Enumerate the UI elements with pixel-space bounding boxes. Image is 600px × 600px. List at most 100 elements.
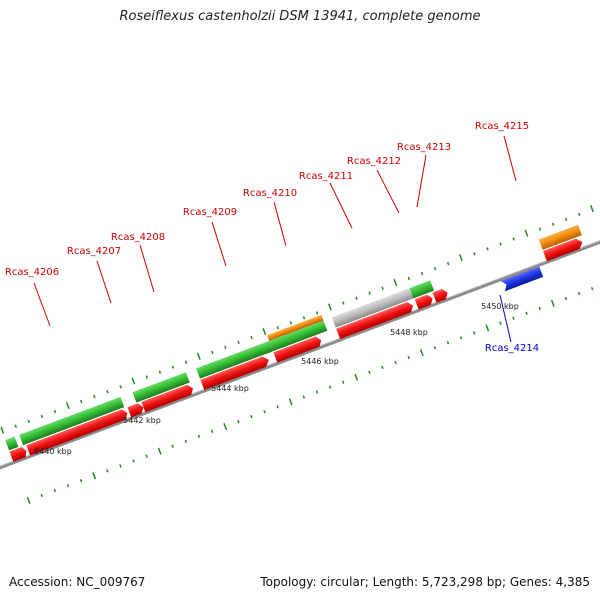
scale-label: 5450 kbp <box>481 302 519 311</box>
scale-tick <box>499 242 502 246</box>
scale-tick <box>132 459 135 463</box>
scale-tick <box>564 217 568 222</box>
scale-tick <box>92 472 97 480</box>
gene-label: Rcas_4211 <box>299 171 353 182</box>
scale-tick <box>525 311 528 315</box>
scale-tick <box>223 422 228 431</box>
scale-tick <box>538 227 542 231</box>
scale-tick <box>65 402 70 410</box>
gene-block-gray <box>331 288 414 328</box>
scale-tick <box>551 222 555 226</box>
scale-tick <box>368 370 371 375</box>
leader-line <box>139 244 155 293</box>
scale-tick <box>40 493 43 498</box>
scale-tick <box>524 229 529 237</box>
scale-tick <box>184 360 188 364</box>
scale-tick <box>276 326 280 330</box>
scale-tick <box>577 212 581 217</box>
scale-tick <box>119 464 122 468</box>
scale-tick <box>171 365 175 369</box>
scale-tick <box>171 444 175 448</box>
scale-tick <box>381 286 384 290</box>
gene-block <box>132 372 190 403</box>
scale-tick <box>419 349 424 357</box>
scale-tick <box>196 352 201 360</box>
gene-block <box>5 436 19 451</box>
scale-tick <box>79 479 83 483</box>
scale-tick <box>538 306 541 310</box>
gene-label: Rcas_4208 <box>111 232 165 243</box>
accession-text: Accession: NC_009767 <box>9 575 146 589</box>
leader-line <box>416 154 427 208</box>
scale-tick <box>472 331 476 335</box>
scale-label: 5442 kbp <box>123 416 161 425</box>
scale-tick <box>289 321 293 325</box>
cds-arrow-rcas-4213 <box>414 294 433 310</box>
scale-tick <box>328 385 332 389</box>
scale-tick <box>368 291 371 295</box>
gene-label: Rcas_4212 <box>347 156 401 167</box>
leader-line <box>499 294 512 343</box>
gene-label: Rcas_4206 <box>5 267 59 278</box>
leader-line <box>33 282 51 327</box>
cds-arrow-rcas-4207 <box>26 409 128 456</box>
scale-tick <box>327 303 332 311</box>
scale-tick <box>550 299 555 307</box>
cds-arrow-rcas-4214 <box>500 266 544 292</box>
scale-tick <box>446 262 450 266</box>
cds-arrow-rcas-4212 <box>336 302 413 340</box>
gene-block-orange <box>267 314 324 341</box>
gene-block <box>409 280 435 299</box>
scale-tick <box>354 373 359 381</box>
scale-tick <box>53 409 57 414</box>
scale-tick <box>131 377 136 385</box>
cds-arrow-rcas-4211 <box>273 336 322 363</box>
scale-tick <box>93 394 96 399</box>
scale-tick <box>393 278 398 286</box>
cds-arrow-rcas-4210 <box>200 356 269 391</box>
scale-tick <box>145 454 148 458</box>
scale-label: 5440 kbp <box>34 447 72 456</box>
scale-tick <box>302 395 306 399</box>
scale-tick <box>158 370 162 374</box>
gene-block-orange <box>538 224 582 250</box>
scale-tick <box>458 254 463 262</box>
genome-summary-text: Topology: circular; Length: 5,723,298 bp… <box>260 575 590 589</box>
scale-tick <box>394 360 397 365</box>
scale-tick <box>499 321 502 325</box>
scale-tick <box>342 301 345 305</box>
scale-tick <box>157 447 162 455</box>
leader-line <box>329 182 353 229</box>
scale-tick <box>577 291 581 296</box>
map-title: Roseiflexus castenholzii DSM 13941, comp… <box>119 9 481 24</box>
scale-tick <box>250 335 253 340</box>
scale-tick <box>302 316 306 320</box>
scale-tick <box>263 410 266 414</box>
scale-tick <box>40 414 44 419</box>
scale-tick <box>315 311 319 315</box>
scale-tick <box>14 424 17 428</box>
backbone-line <box>0 189 600 475</box>
scale-tick <box>210 429 214 434</box>
scale-tick <box>590 205 594 213</box>
scale-tick <box>27 419 31 423</box>
scale-tick <box>237 419 240 424</box>
scale-tick <box>341 380 345 384</box>
scale-tick <box>250 415 253 419</box>
scale-tick <box>211 350 214 355</box>
scale-tick <box>106 469 109 473</box>
scale-label: 5446 kbp <box>301 357 339 366</box>
scale-tick <box>459 336 463 340</box>
gene-label: Rcas_4213 <box>397 142 451 153</box>
scale-label: 5448 kbp <box>390 328 428 337</box>
scale-tick <box>276 405 279 409</box>
leader-line <box>96 260 112 304</box>
scale-tick <box>145 375 148 379</box>
scale-tick <box>262 328 267 336</box>
scale-tick <box>80 399 83 404</box>
scale-tick <box>224 345 227 350</box>
leader-line <box>376 169 400 214</box>
cds-arrow-rcas-4209 <box>141 384 194 413</box>
